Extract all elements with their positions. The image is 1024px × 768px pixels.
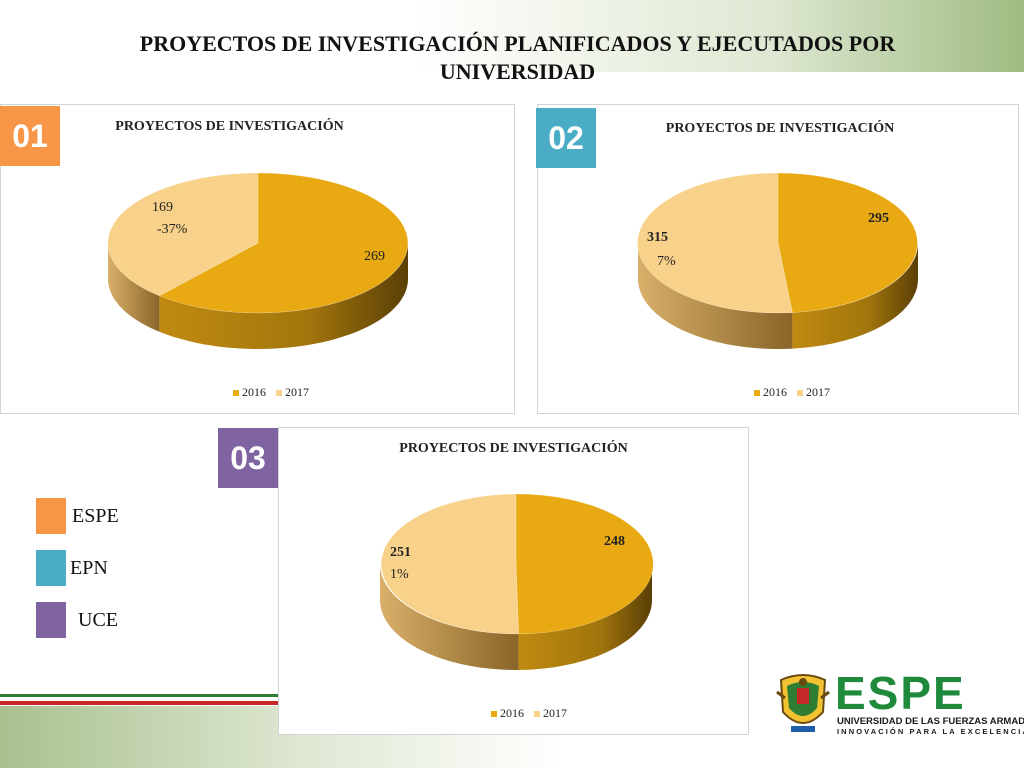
pie-slice-2016 — [158, 172, 409, 314]
legend-item-2016: 2016 — [754, 385, 787, 400]
pie-side-2016 — [159, 243, 408, 349]
data-label-2016: 248 — [604, 534, 625, 549]
legend-item-2017: 2017 — [276, 385, 309, 400]
chart-panel-1: PROYECTOS DE INVESTIGACIÓN 169 -37% 269 … — [0, 104, 515, 414]
epn-swatch — [36, 550, 66, 586]
pie-side-2017 — [380, 564, 519, 670]
legend-label-2017: 2017 — [806, 385, 830, 399]
chart-title: PROYECTOS DE INVESTIGACIÓN — [115, 119, 344, 134]
legend-item-2017: 2017 — [797, 385, 830, 400]
legend-uce: UCE — [36, 602, 176, 638]
legend-espe: ESPE — [36, 498, 176, 534]
legend-item-2016: 2016 — [233, 385, 266, 400]
legend-label-2016: 2016 — [242, 385, 266, 399]
page-title: PROYECTOS DE INVESTIGACIÓN PLANIFICADOS … — [139, 31, 896, 84]
legend-swatch-2016 — [754, 389, 760, 396]
logo-tagline: INNOVACIÓN PARA LA EXCELENCIA — [837, 727, 1024, 736]
legend-swatch-2017 — [534, 710, 540, 717]
change-label: -37% — [157, 222, 188, 237]
panel-badge-3: 03 — [218, 428, 278, 488]
pie-slice-2016 — [515, 493, 654, 635]
epn-label: EPN — [70, 556, 108, 579]
chart-panel-2: PROYECTOS DE INVESTIGACIÓN 315 7% 295 20… — [537, 104, 1019, 414]
pie-chart-2 — [637, 172, 918, 349]
legend-swatch-2017 — [276, 389, 282, 396]
legend-swatch-2016 — [233, 389, 239, 396]
legend-swatch-2016 — [491, 710, 497, 717]
header-band — [0, 0, 1024, 72]
data-label-2016: 295 — [868, 211, 889, 226]
data-label-2017: 251 — [390, 545, 411, 560]
logo-wordmark: ESPE — [835, 667, 966, 719]
pie-side-2016 — [518, 564, 652, 670]
chart-legend: 2016 2017 — [754, 385, 830, 400]
pie-side-2016 — [792, 243, 918, 349]
legend-item-2016: 2016 — [491, 706, 524, 721]
pie-slice-2017 — [637, 172, 793, 314]
chart-title: PROYECTOS DE INVESTIGACIÓN — [665, 121, 895, 136]
chart-legend: 2016 2017 — [491, 706, 567, 721]
pie-slice-2017 — [381, 493, 519, 635]
legend-label-2017: 2017 — [543, 706, 567, 720]
espe-label: ESPE — [72, 504, 119, 527]
uce-swatch — [36, 602, 66, 638]
pie-slice-2016 — [777, 172, 918, 313]
pie-chart-3 — [380, 493, 654, 670]
uce-label: UCE — [78, 608, 118, 631]
flag-stripes — [0, 694, 290, 710]
pie-side-2017 — [108, 243, 160, 332]
panel-badge-2: 02 — [536, 108, 596, 168]
legend-item-2017: 2017 — [534, 706, 567, 721]
legend-label-2017: 2017 — [285, 385, 309, 399]
chart-legend: 2016 2017 — [233, 385, 309, 400]
espe-swatch — [36, 498, 66, 534]
legend-label-2016: 2016 — [500, 706, 524, 720]
logo-subtitle: UNIVERSIDAD DE LAS FUERZAS ARMADAS — [837, 716, 1024, 727]
espe-logo: ESPE UNIVERSIDAD DE LAS FUERZAS ARMADAS … — [775, 668, 1024, 738]
pie-chart-1 — [107, 172, 409, 349]
legend-epn: EPN — [36, 550, 176, 586]
data-label-2016: 269 — [364, 249, 385, 264]
pie-side-2017 — [638, 243, 793, 349]
change-label: 7% — [657, 254, 676, 269]
legend-label-2016: 2016 — [763, 385, 787, 399]
change-label: 1% — [390, 567, 409, 582]
chart-panel-3: PROYECTOS DE INVESTIGACIÓN 251 1% 248 20… — [278, 427, 749, 735]
panel-badge-1: 01 — [0, 106, 60, 166]
crest-icon — [776, 674, 830, 732]
chart-title: PROYECTOS DE INVESTIGACIÓN — [399, 441, 628, 456]
data-label-2017: 315 — [647, 230, 668, 245]
data-label-2017: 169 — [152, 200, 173, 215]
legend-swatch-2017 — [797, 389, 803, 396]
pie-slice-2017 — [107, 172, 259, 297]
